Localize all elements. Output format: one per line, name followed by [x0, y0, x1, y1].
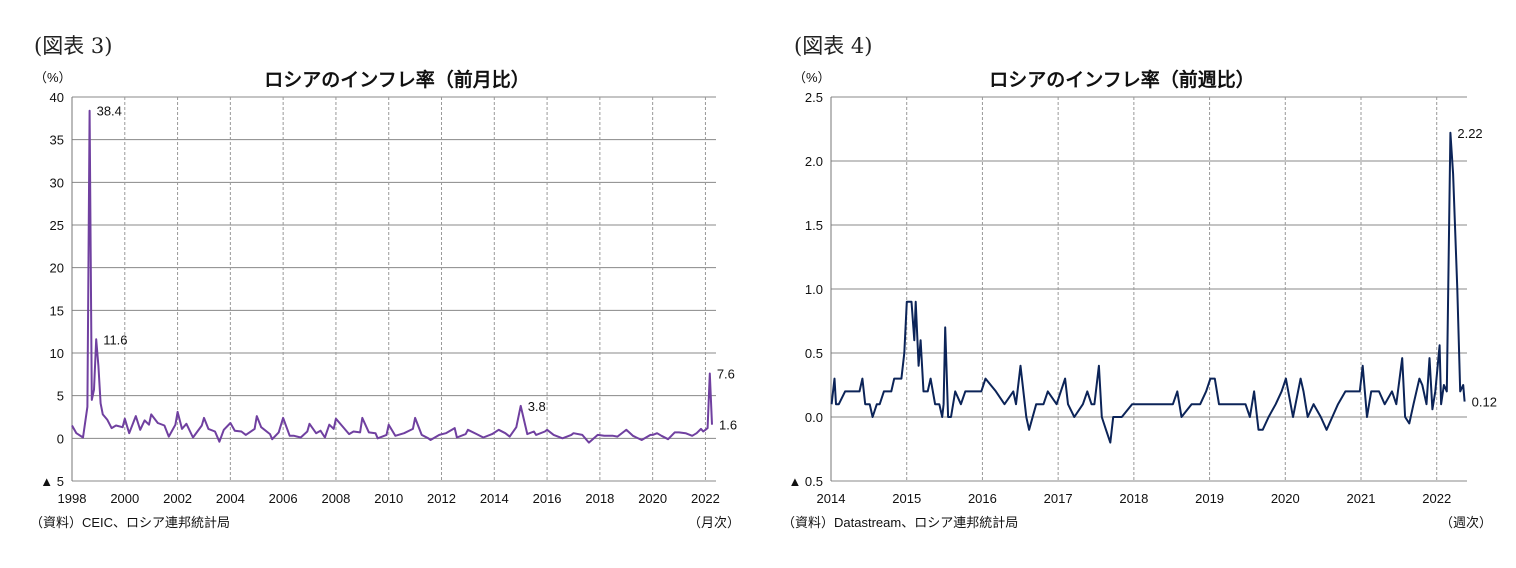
data-label: 7.6 — [717, 366, 735, 381]
x-tick-label: 2015 — [892, 491, 921, 506]
y-tick-label: ▲ 0.5 — [788, 474, 823, 489]
x-tick-label: 2014 — [817, 491, 846, 506]
x-axis-unit: （月次） — [688, 515, 740, 530]
x-tick-label: 2020 — [1271, 491, 1300, 506]
data-label: 38.4 — [97, 104, 122, 119]
x-tick-label: 1998 — [58, 491, 87, 506]
data-label: 1.6 — [719, 418, 737, 433]
y-tick-label: 10 — [50, 346, 64, 361]
y-tick-label: 40 — [50, 90, 64, 105]
y-axis-unit: （%） — [34, 70, 72, 85]
y-tick-label: 35 — [50, 133, 64, 148]
y-tick-label: 25 — [50, 218, 64, 233]
x-tick-label: 2008 — [321, 491, 350, 506]
x-tick-label: 2018 — [585, 491, 614, 506]
chart-title: ロシアのインフレ率（前月比） — [264, 68, 529, 91]
x-tick-label: 2004 — [216, 491, 245, 506]
x-tick-label: 2022 — [691, 491, 720, 506]
x-tick-label: 2010 — [374, 491, 403, 506]
y-axis-unit: （%） — [793, 70, 831, 85]
x-tick-label: 2016 — [533, 491, 562, 506]
data-label: 11.6 — [103, 332, 127, 347]
y-tick-label: ▲ 5 — [40, 474, 64, 489]
y-tick-label: 1.5 — [805, 218, 823, 233]
x-tick-label: 2012 — [427, 491, 456, 506]
figure-label-4: (図表 4) — [794, 34, 873, 58]
x-tick-label: 2002 — [163, 491, 192, 506]
y-tick-label: 0.5 — [805, 346, 823, 361]
x-tick-label: 2018 — [1119, 491, 1148, 506]
y-tick-label: 2.0 — [805, 154, 823, 169]
x-tick-label: 2022 — [1422, 491, 1451, 506]
source-note: （資料）CEIC、ロシア連邦統計局 — [30, 515, 230, 530]
y-tick-label: 1.0 — [805, 282, 823, 297]
y-tick-label: 0.0 — [805, 410, 823, 425]
data-line — [71, 109, 713, 444]
x-tick-label: 2019 — [1195, 491, 1224, 506]
data-label: 3.8 — [528, 399, 546, 414]
y-tick-label: 5 — [57, 389, 64, 404]
data-label: 0.12 — [1472, 395, 1497, 410]
chart-title: ロシアのインフレ率（前週比） — [989, 68, 1254, 91]
figure-label-3: (図表 3) — [34, 34, 113, 58]
y-tick-label: 20 — [50, 261, 64, 276]
x-tick-label: 2016 — [968, 491, 997, 506]
y-tick-label: 30 — [50, 175, 64, 190]
x-tick-label: 2020 — [638, 491, 667, 506]
y-tick-label: 0 — [57, 431, 64, 446]
x-tick-label: 2021 — [1347, 491, 1376, 506]
data-line — [830, 131, 1466, 444]
y-tick-label: 2.5 — [805, 90, 823, 105]
x-tick-label: 2017 — [1044, 491, 1073, 506]
source-note: （資料）Datastream、ロシア連邦統計局 — [782, 515, 1018, 530]
data-label: 2.22 — [1457, 126, 1482, 141]
x-axis-unit: （週次） — [1440, 515, 1492, 530]
x-tick-label: 2014 — [480, 491, 509, 506]
x-tick-label: 2000 — [110, 491, 139, 506]
y-tick-label: 15 — [50, 303, 64, 318]
x-tick-label: 2006 — [269, 491, 298, 506]
